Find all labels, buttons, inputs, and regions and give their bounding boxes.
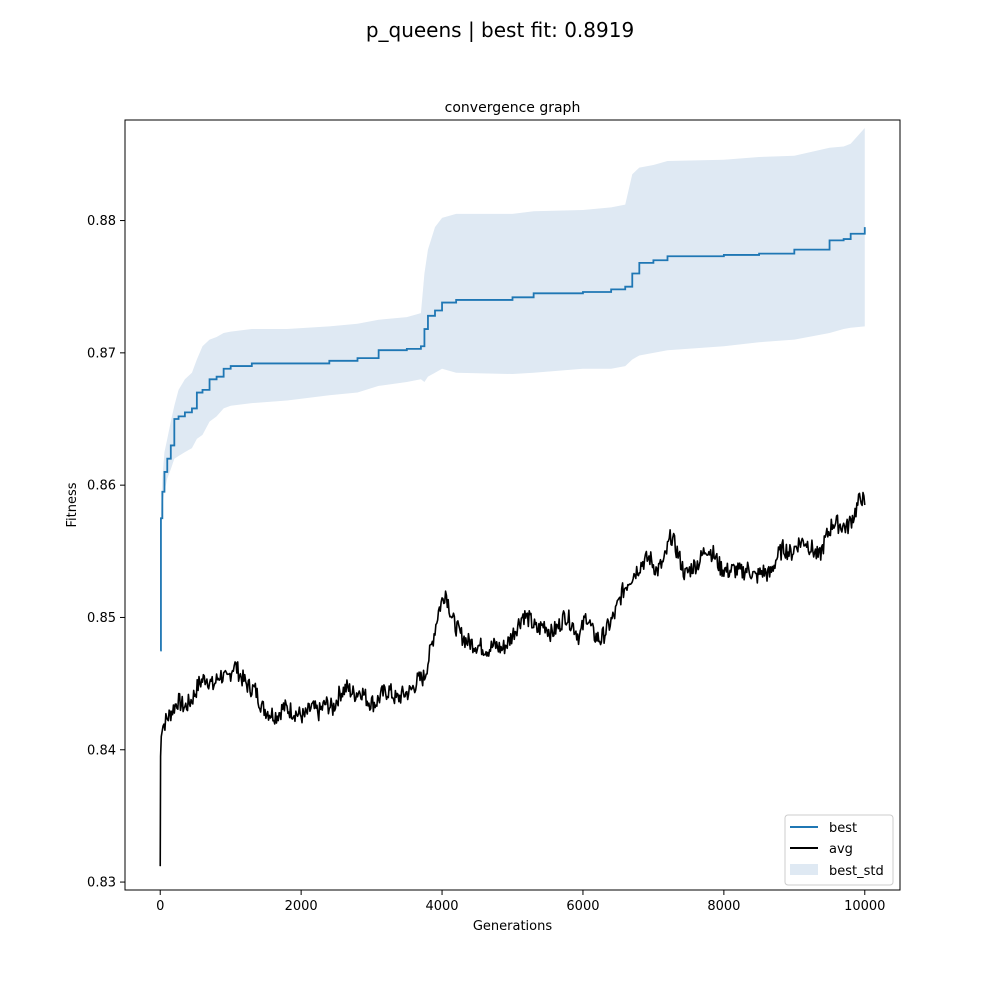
x-tick-label: 0 [156, 899, 164, 914]
y-tick-label: 0.88 [87, 214, 116, 229]
chart-title: convergence graph [445, 100, 581, 116]
y-axis-label: Fitness [65, 482, 80, 527]
x-tick-label: 2000 [285, 899, 318, 914]
legend-best-std-swatch [790, 864, 818, 875]
legend-best-std-label: best_std [829, 864, 884, 879]
x-axis-label: Generations [473, 919, 553, 934]
x-tick-label: 8000 [707, 899, 740, 914]
series-best-line [160, 227, 866, 652]
y-tick-label: 0.85 [87, 611, 116, 626]
x-tick-label: 4000 [425, 899, 458, 914]
y-tick-label: 0.87 [87, 346, 116, 361]
y-tick-label: 0.86 [87, 479, 116, 494]
plot-area [159, 127, 866, 867]
figure-suptitle: p_queens | best fit: 0.8919 [366, 18, 634, 42]
legend: best avg best_std [784, 814, 894, 886]
x-tick-label: 6000 [566, 899, 599, 914]
x-tick-label: 10000 [844, 899, 885, 914]
legend-avg-label: avg [829, 842, 853, 857]
axis-ticks: 0 2000 4000 6000 8000 10000 0.83 0.84 0.85 0.86 0.… [87, 214, 885, 914]
legend-best-label: best [829, 821, 857, 836]
y-tick-label: 0.84 [87, 743, 116, 758]
series-best-std-band [160, 127, 865, 651]
y-tick-label: 0.83 [87, 876, 116, 891]
axes-frame [124, 119, 901, 891]
series-avg-line [159, 491, 866, 867]
